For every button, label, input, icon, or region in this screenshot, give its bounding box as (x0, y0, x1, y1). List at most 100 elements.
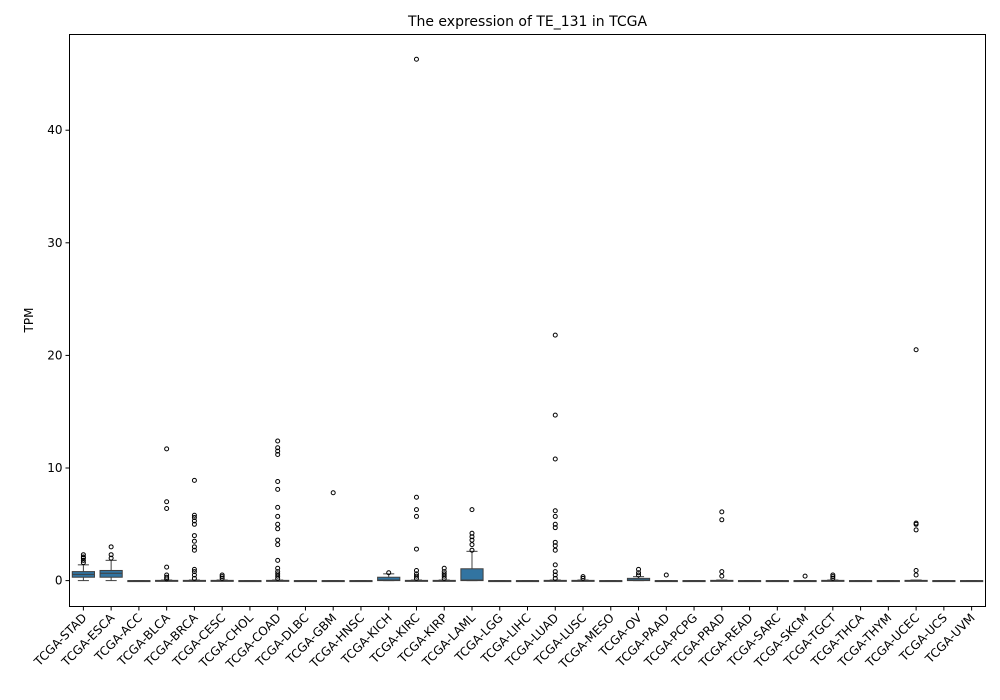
outlier-point (552, 332, 558, 338)
box-group (904, 347, 928, 582)
box-group (626, 566, 651, 582)
box-group (321, 490, 345, 583)
box-group (932, 580, 956, 583)
outlier-point (441, 575, 447, 581)
outlier-point (469, 542, 475, 548)
outlier-point (552, 513, 558, 519)
outlier-point (413, 546, 419, 552)
outlier-point (413, 56, 419, 62)
outlier-point (913, 572, 919, 578)
outlier-point (191, 575, 197, 581)
outlier-point (219, 572, 225, 578)
box-group (821, 572, 845, 582)
outlier-point (802, 573, 808, 579)
outlier-point (275, 504, 281, 510)
box-group (848, 580, 873, 583)
outlier-point (191, 515, 197, 521)
outlier-point (413, 507, 419, 513)
box-group (71, 552, 95, 582)
outlier-point (219, 574, 225, 580)
outlier-point (413, 575, 419, 581)
outlier-point (469, 534, 475, 540)
y-tick-label: 30 (47, 236, 62, 250)
outlier-point (469, 547, 475, 553)
outlier-point (413, 494, 419, 500)
outlier-point (275, 486, 281, 492)
outlier-point (413, 513, 419, 519)
y-tick-label: 20 (47, 348, 62, 362)
box-iqr (377, 576, 401, 582)
outlier-point (413, 571, 419, 577)
outlier-point (830, 574, 836, 580)
outlier-point (913, 520, 919, 526)
box-group (543, 332, 567, 582)
outlier-point (469, 537, 475, 543)
outlier-point (191, 518, 197, 524)
outlier-point (386, 570, 392, 576)
outlier-point (275, 526, 281, 532)
outlier-point (275, 571, 281, 577)
outlier-point (552, 547, 558, 553)
outlier-point (80, 557, 86, 563)
outlier-point (275, 479, 281, 485)
y-tick-label: 10 (47, 461, 62, 475)
outlier-point (552, 569, 558, 575)
outlier-point (441, 565, 447, 571)
box-group (599, 580, 623, 583)
outlier-point (719, 509, 725, 515)
outlier-point (164, 506, 170, 512)
outlier-point (191, 572, 197, 578)
outlier-point (191, 547, 197, 553)
box-group (571, 574, 595, 582)
box-group (266, 438, 290, 582)
box-group (765, 580, 789, 583)
outlier-point (552, 543, 558, 549)
outlier-point (441, 571, 447, 577)
outlier-point (275, 521, 281, 527)
outlier-point (719, 569, 725, 575)
outlier-point (552, 412, 558, 418)
outlier-point (469, 507, 475, 513)
box-group (210, 572, 234, 582)
box-iqr (626, 577, 651, 582)
outlier-point (719, 573, 725, 579)
outlier-point (913, 347, 919, 353)
box-iqr (99, 569, 123, 578)
outlier-point (275, 445, 281, 451)
plot-frame (69, 34, 986, 607)
box-group (710, 509, 734, 582)
outlier-point (191, 477, 197, 483)
outlier-point (275, 537, 281, 543)
outlier-point (191, 566, 197, 572)
outlier-point (913, 527, 919, 533)
outlier-point (191, 521, 197, 527)
outlier-point (164, 446, 170, 452)
outlier-point (275, 557, 281, 563)
outlier-point (580, 575, 586, 581)
outlier-point (191, 512, 197, 518)
box-group (793, 573, 817, 583)
outlier-point (164, 499, 170, 505)
outlier-point (164, 574, 170, 580)
box-group (377, 570, 401, 582)
box-group (99, 544, 123, 582)
outlier-point (830, 572, 836, 578)
box-iqr (460, 568, 484, 582)
y-tick-label: 0 (55, 574, 63, 588)
outlier-point (219, 575, 225, 581)
box-group (432, 565, 456, 582)
outlier-point (191, 569, 197, 575)
outlier-point (552, 572, 558, 578)
outlier-point (552, 575, 558, 581)
outlier-point (636, 570, 642, 576)
outlier-point (552, 539, 558, 545)
box-group (349, 580, 373, 583)
outlier-point (913, 567, 919, 573)
outlier-point (552, 508, 558, 514)
box-group (293, 580, 318, 583)
box-group (460, 507, 484, 582)
outlier-point (552, 562, 558, 568)
box-group (488, 580, 512, 583)
